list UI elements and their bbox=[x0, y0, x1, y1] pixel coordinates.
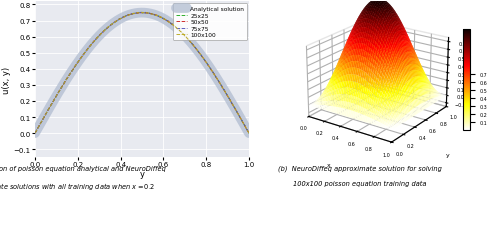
100x100 bbox=[241, 124, 247, 127]
Text: approximate solutions with all training data when $x = 0.2$: approximate solutions with all training … bbox=[0, 180, 155, 191]
Text: 100x100 poisson equation training data: 100x100 poisson equation training data bbox=[294, 180, 426, 186]
Analytical solution bbox=[134, 13, 140, 15]
25x25 bbox=[135, 12, 141, 15]
50x50 bbox=[246, 132, 252, 135]
100x100 bbox=[148, 14, 154, 16]
25x25 bbox=[148, 14, 154, 16]
X-axis label: y: y bbox=[140, 169, 144, 178]
X-axis label: x: x bbox=[327, 162, 330, 167]
100x100 bbox=[246, 132, 252, 135]
75x75 bbox=[246, 132, 252, 135]
Line: 50x50: 50x50 bbox=[35, 13, 249, 134]
25x25 bbox=[241, 124, 247, 127]
Analytical solution bbox=[246, 132, 252, 135]
50x50 bbox=[138, 12, 144, 15]
75x75 bbox=[135, 12, 141, 15]
50x50 bbox=[160, 18, 166, 20]
Analytical solution bbox=[148, 13, 154, 16]
Line: 25x25: 25x25 bbox=[35, 13, 249, 134]
75x75 bbox=[140, 12, 146, 15]
75x75 bbox=[160, 18, 166, 21]
50x50 bbox=[208, 68, 214, 71]
Analytical solution bbox=[160, 18, 166, 20]
Line: Analytical solution: Analytical solution bbox=[35, 14, 249, 133]
Analytical solution bbox=[32, 132, 38, 135]
50x50 bbox=[135, 13, 141, 16]
Analytical solution bbox=[241, 124, 247, 126]
100x100 bbox=[140, 12, 146, 15]
100x100 bbox=[32, 132, 38, 135]
25x25 bbox=[138, 12, 144, 15]
Legend: Analytical solution, 25x25, 50x50, 75x75, 100x100: Analytical solution, 25x25, 50x50, 75x75… bbox=[173, 4, 247, 41]
75x75 bbox=[208, 68, 214, 71]
Analytical solution bbox=[208, 68, 214, 71]
Text: (a)  Comparison of poisson equation analytical and NeuroDiffeq: (a) Comparison of poisson equation analy… bbox=[0, 164, 166, 171]
25x25 bbox=[32, 132, 38, 135]
50x50 bbox=[148, 13, 154, 16]
100x100 bbox=[134, 13, 140, 15]
75x75 bbox=[148, 13, 154, 16]
75x75 bbox=[241, 124, 247, 126]
100x100 bbox=[208, 68, 214, 71]
Analytical solution bbox=[139, 12, 145, 15]
50x50 bbox=[134, 13, 140, 15]
Text: (b)  NeuroDiffeq approximate solution for solving: (b) NeuroDiffeq approximate solution for… bbox=[278, 164, 442, 171]
75x75 bbox=[32, 132, 38, 135]
Y-axis label: y: y bbox=[446, 152, 450, 157]
100x100 bbox=[135, 12, 141, 15]
25x25 bbox=[160, 18, 166, 20]
Line: 75x75: 75x75 bbox=[35, 13, 249, 133]
Y-axis label: u(x, y): u(x, y) bbox=[2, 66, 11, 93]
Analytical solution bbox=[135, 12, 141, 15]
50x50 bbox=[241, 124, 247, 126]
75x75 bbox=[134, 13, 140, 15]
25x25 bbox=[134, 13, 140, 15]
25x25 bbox=[246, 133, 252, 135]
Line: 100x100: 100x100 bbox=[35, 13, 249, 134]
25x25 bbox=[208, 68, 214, 71]
50x50 bbox=[32, 132, 38, 135]
100x100 bbox=[160, 18, 166, 20]
